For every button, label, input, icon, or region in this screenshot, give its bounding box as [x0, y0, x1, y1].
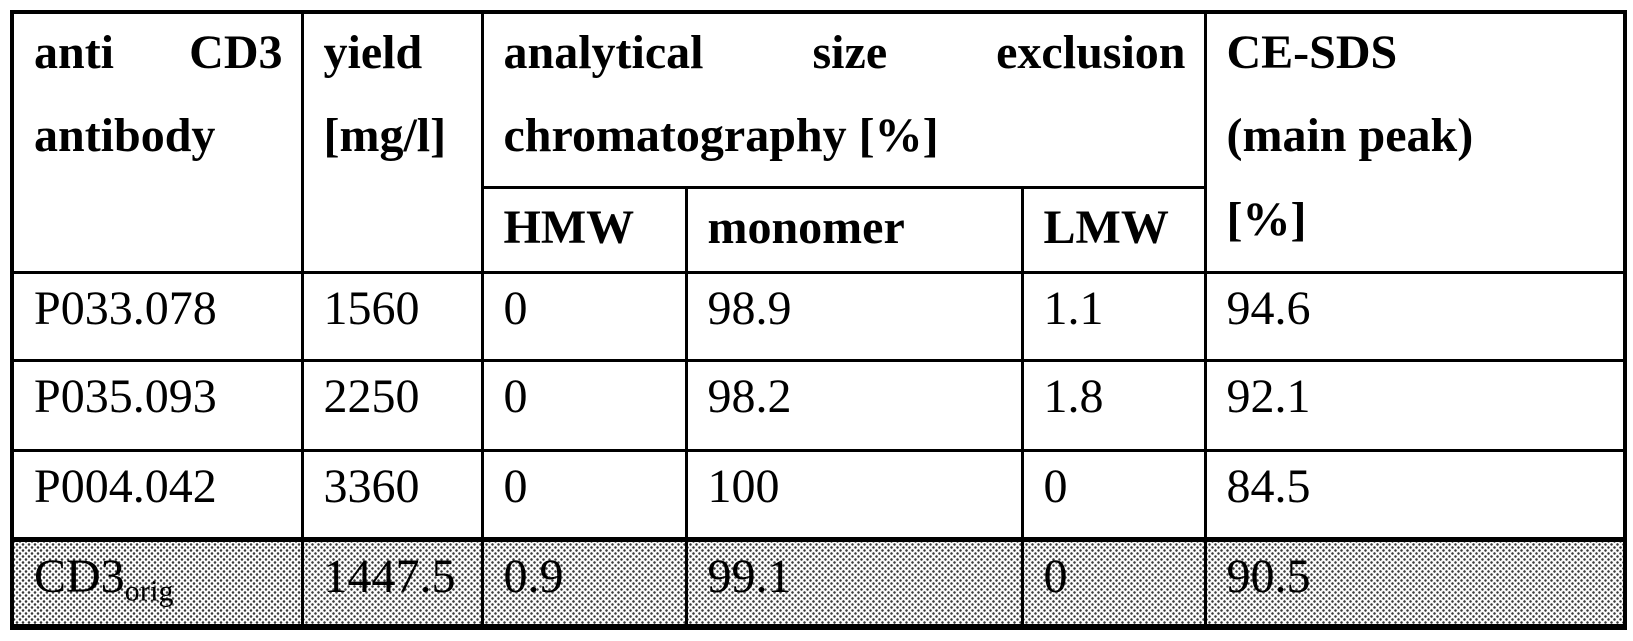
header-cell-monomer: monomer	[684, 185, 1024, 274]
header-antibody-line1: anti CD3	[34, 26, 283, 79]
cd3orig-base-label: CD3	[34, 549, 125, 603]
header-sec-word-exclusion: exclusion	[996, 26, 1186, 79]
header-cell-sec: analytical size exclusion chromatography…	[480, 10, 1207, 189]
cell-hmw: 0	[480, 358, 688, 452]
cell-hmw: 0	[480, 448, 688, 541]
cell-hmw: 0	[480, 270, 688, 362]
cell-antibody: CD3orig	[10, 536, 304, 629]
header-cell-lmw: LMW	[1020, 185, 1207, 274]
cell-cesds: 90.5	[1203, 536, 1627, 629]
header-antibody-word-anti: anti	[34, 26, 115, 79]
cell-antibody: P004.042	[10, 448, 304, 541]
cell-lmw: 0	[1020, 448, 1207, 541]
header-antibody-word-cd3: CD3	[189, 26, 283, 79]
header-cell-antibody: anti CD3 antibody	[10, 10, 304, 274]
table-row-p035: P035.093 2250 0 98.2 1.8 92.1	[10, 358, 1627, 452]
cell-cesds: 94.6	[1203, 270, 1627, 362]
antibody-results-table: anti CD3 antibody yield [mg/l] analytica…	[10, 10, 1627, 630]
header-row-sub: HMW monomer LMW	[12, 185, 1625, 274]
cell-monomer: 100	[684, 448, 1024, 541]
cell-lmw: 0	[1020, 536, 1207, 629]
cell-antibody: P033.078	[10, 270, 304, 362]
header-row-top: anti CD3 antibody yield [mg/l] analytica…	[10, 10, 1627, 274]
cell-yield: 3360	[300, 448, 484, 541]
header-cell-yield: yield [mg/l]	[300, 10, 484, 274]
table-row-p033: P033.078 1560 0 98.9 1.1 94.6	[10, 270, 1627, 362]
header-cesds-line3: [%]	[1226, 192, 1307, 246]
header-yield-line2: [mg/l]	[323, 109, 447, 163]
header-cell-hmw: HMW	[480, 185, 688, 274]
cell-yield: 1447.5	[300, 536, 484, 629]
header-sec-word-size: size	[812, 26, 888, 79]
header-cesds-line1: CE-SDS	[1226, 26, 1398, 79]
cell-yield: 2250	[300, 358, 484, 452]
header-sec-line2: chromatography [%]	[503, 109, 939, 163]
cell-yield: 1560	[300, 270, 484, 362]
cell-lmw: 1.1	[1020, 270, 1207, 362]
cell-cesds: 84.5	[1203, 448, 1627, 541]
cell-antibody: P035.093	[10, 358, 304, 452]
cell-hmw: 0.9	[480, 536, 688, 629]
header-antibody-line2: antibody	[34, 109, 216, 163]
header-cesds-line2: (main peak)	[1226, 109, 1474, 163]
cell-monomer: 98.9	[684, 270, 1024, 362]
cd3orig-subscript-label: orig	[124, 573, 174, 607]
cell-lmw: 1.8	[1020, 358, 1207, 452]
header-sec-word-analytical: analytical	[503, 26, 704, 79]
table-row-cd3orig: CD3orig 1447.5 0.9 99.1 0 90.5	[10, 536, 1627, 629]
cell-monomer: 98.2	[684, 358, 1024, 452]
header-sec-line1: analytical size exclusion	[503, 26, 1186, 79]
header-yield-line1: yield	[323, 26, 423, 79]
table-row-p004: P004.042 3360 0 100 0 84.5	[10, 448, 1627, 541]
cell-cesds: 92.1	[1203, 358, 1627, 452]
header-cell-cesds: CE-SDS (main peak) [%]	[1203, 10, 1627, 274]
cell-monomer: 99.1	[684, 536, 1024, 629]
